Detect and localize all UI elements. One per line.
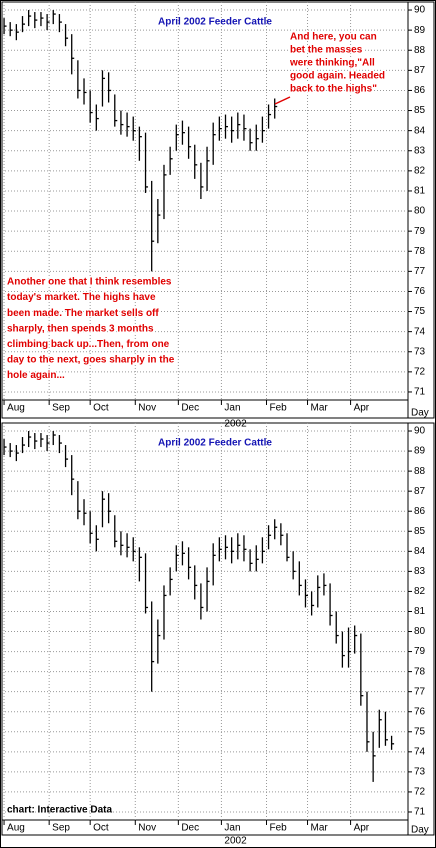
- y-tick-label: 79: [414, 646, 426, 657]
- x-tick-label: Feb: [270, 403, 288, 414]
- x-tick-label: Dec: [181, 823, 199, 834]
- y-tick-label: 80: [414, 626, 426, 637]
- y-tick-label: 74: [414, 746, 426, 757]
- x-tick-label: Oct: [93, 823, 109, 834]
- chart-title: April 2002 Feeder Cattle: [158, 438, 272, 449]
- y-tick-label: 86: [414, 506, 426, 517]
- annotation-text: back to the highs": [290, 84, 377, 95]
- chart-panel: 71 72 73 74 75 76 77 78 79 80 81 82 83 84 85 86 87 88 89 90…: [1, 422, 435, 847]
- y-tick-label: 75: [414, 306, 426, 317]
- y-tick-label: 77: [414, 686, 426, 697]
- year-label: 2002: [224, 419, 247, 430]
- x-tick-label: Oct: [93, 403, 109, 414]
- y-tick-label: 90: [414, 5, 426, 16]
- y-tick-label: 82: [414, 165, 426, 176]
- y-tick-label: 87: [414, 486, 426, 497]
- x-tick-label: Sep: [52, 403, 70, 414]
- y-tick-label: 89: [414, 446, 426, 457]
- x-tick-label: Mar: [311, 823, 329, 834]
- y-tick-label: 80: [414, 206, 426, 217]
- x-tick-label: Aug: [7, 823, 25, 834]
- source-note: chart: Interactive Data: [7, 805, 112, 816]
- x-axis-label: Day: [411, 408, 429, 419]
- annotation-text: hole again...: [7, 370, 65, 381]
- y-tick-label: 78: [414, 246, 426, 257]
- y-tick-label: 77: [414, 266, 426, 277]
- y-tick-label: 88: [414, 45, 426, 56]
- y-tick-label: 82: [414, 586, 426, 597]
- y-tick-label: 83: [414, 566, 426, 577]
- x-tick-label: Aug: [7, 403, 25, 414]
- y-tick-label: 85: [414, 526, 426, 537]
- y-axis-band: [407, 422, 435, 836]
- y-tick-label: 74: [414, 326, 426, 337]
- y-tick-label: 76: [414, 706, 426, 717]
- chart-title: April 2002 Feeder Cattle: [158, 17, 272, 28]
- x-tick-label: Jan: [224, 823, 240, 834]
- y-tick-label: 73: [414, 346, 426, 357]
- annotation-text: been made. The market sells off: [7, 308, 159, 319]
- y-tick-label: 87: [414, 65, 426, 76]
- x-tick-label: Jan: [224, 403, 240, 414]
- x-tick-label: Mar: [311, 403, 329, 414]
- y-tick-label: 84: [414, 125, 426, 136]
- y-tick-label: 90: [414, 426, 426, 437]
- y-tick-label: 86: [414, 85, 426, 96]
- y-tick-label: 85: [414, 105, 426, 116]
- x-tick-label: Apr: [354, 403, 370, 414]
- annotation-text: bet the masses: [290, 45, 363, 56]
- annotation-text: were thinking,"All: [289, 58, 375, 69]
- chart-panel: 71 72 73 74 75 76 77 78 79 80 81 82 83 84 85 86 87 88 89 90…: [1, 1, 435, 430]
- annotation-text: Another one that I think resembles: [7, 277, 172, 288]
- x-tick-label: Nov: [138, 823, 156, 834]
- x-axis-label: Day: [411, 825, 429, 836]
- annotation-text: climbing back up...Then, from one: [7, 339, 170, 350]
- annotation-arrow: [274, 96, 291, 105]
- x-tick-label: Dec: [181, 403, 199, 414]
- y-tick-label: 79: [414, 226, 426, 237]
- y-tick-label: 71: [414, 807, 426, 818]
- x-tick-label: Apr: [354, 823, 370, 834]
- x-tick-label: Sep: [52, 823, 70, 834]
- y-tick-label: 72: [414, 787, 426, 798]
- y-tick-label: 81: [414, 186, 426, 197]
- y-tick-label: 78: [414, 666, 426, 677]
- x-tick-label: Feb: [270, 823, 288, 834]
- y-tick-label: 81: [414, 606, 426, 617]
- x-tick-label: Nov: [138, 403, 156, 414]
- annotation-text: sharply, then spends 3 months: [7, 323, 154, 334]
- annotation-text: today's market. The highs have: [7, 292, 156, 303]
- y-tick-label: 73: [414, 767, 426, 778]
- y-tick-label: 71: [414, 387, 426, 398]
- annotation-text: And here, you can: [290, 32, 377, 43]
- y-tick-label: 88: [414, 466, 426, 477]
- y-tick-label: 89: [414, 25, 426, 36]
- y-tick-label: 75: [414, 726, 426, 737]
- y-tick-label: 72: [414, 366, 426, 377]
- annotation-text: good again. Headed: [290, 71, 385, 82]
- y-tick-label: 84: [414, 546, 426, 557]
- year-label: 2002: [224, 836, 247, 847]
- y-tick-label: 76: [414, 286, 426, 297]
- annotation-text: day to the next, goes sharply in the: [7, 355, 175, 366]
- y-tick-label: 83: [414, 145, 426, 156]
- y-axis-band: [407, 1, 435, 419]
